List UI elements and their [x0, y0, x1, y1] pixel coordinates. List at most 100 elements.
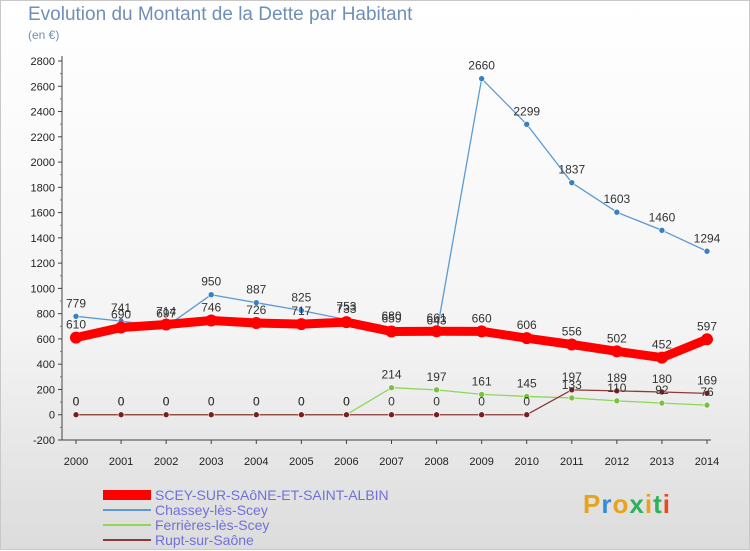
data-label: 197: [427, 370, 447, 384]
brand-letter: P: [583, 489, 602, 519]
chart-title: Evolution du Montant de la Dette par Hab…: [28, 4, 413, 25]
legend-label-chassey: Chassey-lès-Scey: [155, 502, 268, 518]
x-tick-label: 2013: [650, 456, 674, 468]
data-label: 0: [298, 395, 305, 409]
data-label: 0: [73, 395, 80, 409]
data-point: [72, 411, 80, 419]
data-label: 717: [291, 304, 311, 318]
data-label: 0: [478, 395, 485, 409]
x-tick-label: 2001: [109, 456, 133, 468]
data-label: 690: [111, 308, 131, 322]
data-point: [433, 386, 440, 394]
x-tick-label: 2002: [154, 456, 178, 468]
data-point: [565, 338, 578, 351]
data-point: [475, 325, 488, 338]
data-label: 2299: [513, 104, 540, 118]
data-point: [388, 411, 395, 419]
data-label: 1603: [604, 192, 631, 206]
data-point: [252, 411, 260, 419]
data-label: 610: [66, 318, 86, 332]
data-label: 0: [388, 395, 395, 409]
data-label: 452: [652, 338, 672, 352]
y-tick-label: 600: [37, 334, 55, 346]
data-label: 753: [336, 300, 356, 314]
data-label: 197: [562, 370, 582, 384]
data-point: [613, 397, 621, 405]
data-label: 726: [246, 303, 266, 317]
legend-swatch-rupt: [103, 539, 151, 541]
x-tick-label: 2000: [64, 456, 88, 468]
data-label: 1837: [558, 163, 585, 177]
data-label: 779: [66, 296, 86, 310]
data-point: [72, 313, 80, 320]
data-point: [568, 386, 576, 394]
data-label: 714: [156, 305, 176, 319]
data-point: [658, 226, 666, 234]
y-tick-label: 2200: [31, 132, 55, 144]
data-label: 680: [381, 309, 401, 323]
data-point: [250, 317, 263, 330]
x-tick-label: 2003: [199, 456, 223, 468]
data-label: 733: [336, 302, 356, 316]
brand-letter: i: [662, 489, 671, 519]
data-label: 950: [201, 275, 221, 289]
data-point: [207, 411, 215, 419]
data-point: [610, 345, 623, 358]
data-point: [613, 208, 621, 216]
data-label: 556: [562, 324, 582, 338]
x-tick-label: 2014: [695, 456, 719, 468]
data-label: 0: [208, 395, 215, 409]
data-label: 189: [607, 371, 627, 385]
data-point: [701, 333, 713, 346]
data-label: 0: [253, 395, 260, 409]
data-label: 0: [163, 395, 170, 409]
data-point: [655, 351, 668, 364]
y-tick-label: 1200: [31, 258, 55, 270]
data-label: 887: [246, 283, 266, 297]
y-tick-label: 2600: [31, 81, 55, 93]
legend-label-rupt: Rupt-sur-Saône: [155, 532, 254, 548]
x-tick-label: 2007: [379, 456, 403, 468]
y-tick-label: 1600: [31, 208, 55, 220]
brand-letter: t: [653, 489, 663, 519]
x-tick-label: 2009: [469, 456, 493, 468]
data-point: [343, 411, 350, 419]
data-label: 597: [697, 319, 717, 333]
data-point: [478, 411, 485, 419]
data-point: [252, 299, 260, 306]
y-tick-label: 1800: [31, 182, 55, 194]
data-label: 0: [163, 395, 170, 409]
x-tick-label: 2005: [289, 456, 313, 468]
data-label: 1294: [694, 231, 721, 245]
data-point: [613, 387, 621, 395]
y-tick-label: 1000: [31, 283, 55, 295]
data-point: [160, 318, 173, 331]
data-label: 145: [517, 376, 537, 390]
y-tick-label: 2400: [31, 107, 55, 119]
data-label: 2660: [468, 59, 495, 73]
y-tick-label: 2000: [31, 157, 55, 169]
data-label: 746: [201, 300, 221, 314]
data-label: 180: [652, 372, 672, 386]
data-label: 1460: [649, 210, 676, 224]
data-label: 161: [472, 374, 492, 388]
data-label: 0: [208, 395, 215, 409]
legend-swatch-scey: [103, 490, 151, 500]
x-tick-label: 2012: [605, 456, 629, 468]
proxiti-logo: Proxiti: [583, 489, 671, 520]
data-label: 0: [118, 395, 125, 409]
data-point: [523, 393, 531, 400]
data-point: [115, 321, 128, 334]
data-label: 741: [111, 301, 131, 315]
data-point: [207, 291, 215, 299]
data-label: 502: [607, 331, 627, 345]
x-tick-label: 2008: [424, 456, 448, 468]
data-point: [388, 384, 395, 391]
data-label: 76: [700, 385, 714, 399]
data-label: 92: [655, 383, 669, 397]
data-label: 606: [517, 318, 537, 332]
data-label: 0: [343, 395, 350, 409]
data-label: 0: [118, 395, 125, 409]
